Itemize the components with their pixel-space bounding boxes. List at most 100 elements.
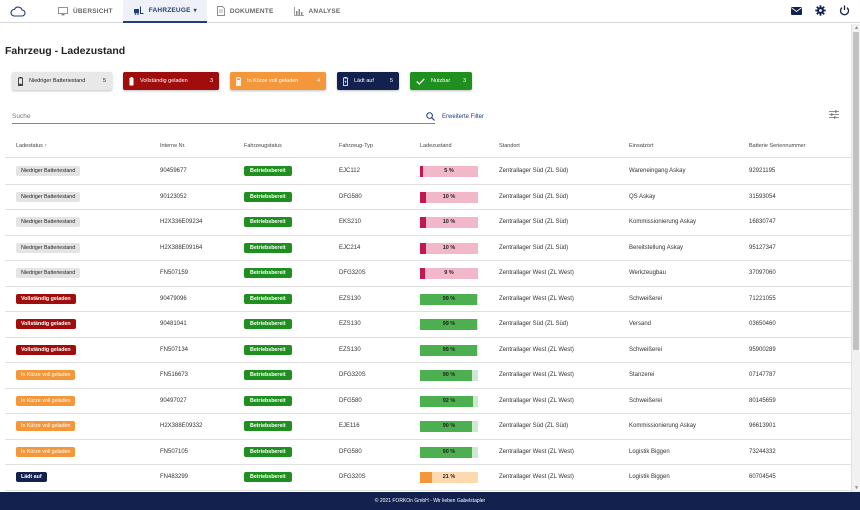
charge-status-badge: Niedriger Batteriestand	[16, 242, 81, 253]
power-icon[interactable]	[839, 5, 850, 16]
charge-level-fill	[420, 319, 478, 330]
charge-level-label: 10 %	[442, 219, 456, 225]
charge-status-badge: Niedriger Batteriestand	[16, 191, 81, 202]
header-standort[interactable]: Standort	[499, 143, 520, 149]
checkmark-icon	[416, 77, 425, 85]
deployment-site: Versand	[629, 321, 652, 327]
charge-level-fill	[420, 421, 473, 432]
table-row[interactable]: Niedriger Batteriestand 90123052 Betriebsb…	[5, 185, 851, 210]
charge-status-badge: In Kürze voll geladen	[16, 370, 76, 380]
battery-serial: 95900289	[749, 346, 776, 353]
battery-serial: 96613901	[749, 423, 776, 429]
filter-settings-icon[interactable]	[829, 110, 839, 119]
document-icon	[216, 6, 225, 16]
battery-serial: 73244332	[749, 448, 776, 455]
table-row[interactable]: Vollständig geladen FN507134 Betriebsberei…	[5, 338, 851, 363]
sort-asc-icon: ↑	[44, 143, 48, 149]
header-ladezustand[interactable]: Ladezustand	[420, 143, 452, 149]
vehicle-type: EZS130	[339, 295, 361, 302]
gear-icon[interactable]	[815, 5, 826, 16]
charge-level-label: 5 %	[444, 168, 454, 174]
header-einsatzort[interactable]: Einsatzort	[629, 143, 654, 149]
battery-serial: 95127347	[749, 244, 776, 251]
table-row[interactable]: In Kürze voll geladen FN516673 Betriebsber…	[5, 363, 851, 389]
header-fahrzeug-typ[interactable]: Fahrzeug-Typ	[339, 143, 373, 149]
advanced-filter-link[interactable]: Erweiterte Filter	[442, 114, 485, 120]
internal-number: H2X388E09332	[160, 423, 203, 429]
caret-down-icon: ▾	[193, 7, 197, 14]
battery-almost-full-icon	[236, 76, 241, 86]
table-row[interactable]: Niedriger Batteriestand FN507159 Betriebsb…	[5, 261, 851, 287]
table-header: Ladestatus ↑ Interne Nr. Fahrzeugstatus …	[5, 136, 851, 158]
mail-icon[interactable]	[791, 6, 802, 15]
header-fahrzeugstatus[interactable]: Fahrzeugstatus	[244, 143, 282, 149]
charge-level-bar: 90 %	[420, 421, 478, 432]
scroll-down-arrow-icon[interactable]: ▼	[854, 485, 859, 491]
charge-level-bar: 5 %	[420, 166, 478, 177]
charge-level-fill	[420, 293, 478, 305]
search-icon[interactable]	[426, 112, 435, 121]
tab-analyse[interactable]: ANALYSE	[284, 0, 351, 23]
table-row[interactable]: Niedriger Batteriestand 90459677 Betriebsb…	[5, 159, 851, 185]
internal-number: FN507134	[160, 346, 189, 353]
vehicle-type: EZS130	[339, 321, 361, 327]
charge-level-fill	[420, 217, 426, 228]
chip-count: 5	[102, 78, 106, 84]
header-batterie-seriennummer[interactable]: Batterie Seriennummer	[749, 143, 806, 149]
deployment-site: Kommissionierung Askay	[629, 219, 697, 225]
tab-fahrzeuge[interactable]: FAHRZEUGE ▾	[122, 0, 207, 23]
battery-serial: 03650460	[749, 321, 776, 327]
scroll-up-arrow-icon[interactable]: ▲	[854, 25, 859, 31]
table-row[interactable]: Niedriger Batteriestand H2X336E09234 Betri…	[5, 210, 851, 236]
tab-uebersicht[interactable]: ÜBERSICHT	[48, 0, 123, 23]
footer: © 2021 FORKOn GmbH - Wir lieben Gabelsta…	[0, 492, 860, 510]
chip-fully-charged[interactable]: Vollständig geladen 3	[123, 72, 219, 90]
chip-charging[interactable]: Lädt auf 5	[337, 72, 399, 90]
charge-level-fill	[420, 191, 426, 203]
internal-number: FN516673	[160, 372, 189, 378]
chip-soon-full[interactable]: In Kürze voll geladen 4	[230, 72, 326, 90]
charge-status-badge: Vollständig geladen	[16, 293, 76, 304]
table-row[interactable]: Vollständig geladen 90481041 Betriebsberei…	[5, 312, 851, 338]
scrollbar-thumb[interactable]	[853, 32, 859, 350]
table-row[interactable]: Niedriger Batteriestand H2X388E09164 Betri…	[5, 236, 851, 261]
internal-number: 90459677	[160, 168, 187, 174]
vertical-scrollbar[interactable]: ▲ ▼	[851, 24, 860, 492]
vehicle-type: DFG320S	[339, 474, 366, 480]
chip-low-battery[interactable]: Niedriger Batteriestand 5	[12, 72, 112, 90]
header-ladestatus[interactable]: Ladestatus ↑	[16, 143, 48, 149]
status-filter-chips: Niedriger Batteriestand 5 Vollständig ge…	[12, 72, 472, 90]
chip-usable[interactable]: Nutzbar 3	[410, 72, 472, 90]
table-row[interactable]: Lädt auf FN483299 Betriebsbereit DFG320S 21 …	[5, 465, 851, 491]
top-actions	[791, 5, 850, 16]
vehicle-status-badge: Betriebsbereit	[244, 166, 292, 176]
table-row[interactable]: In Kürze voll geladen FN507105 Betriebsber…	[5, 440, 851, 465]
monitor-icon	[58, 6, 68, 16]
search-input[interactable]: Suche	[12, 108, 435, 124]
charge-level-label: 90 %	[442, 372, 456, 378]
table-row[interactable]: Vollständig geladen 90479096 Betriebsberei…	[5, 287, 851, 312]
charge-level-label: 99 %	[442, 346, 456, 353]
vehicle-type: DFG320S	[339, 270, 366, 276]
header-interne-nr[interactable]: Interne Nr.	[160, 143, 186, 149]
tab-dokumente[interactable]: DOKUMENTE	[207, 0, 284, 23]
table-row[interactable]: In Kürze voll geladen 90497027 Betriebsber…	[5, 389, 851, 414]
deployment-site: Schweißerei	[629, 397, 663, 404]
chip-label: Vollständig geladen	[140, 78, 188, 84]
vehicle-type: DFG320S	[339, 372, 366, 378]
charge-level-label: 99 %	[442, 321, 456, 327]
charge-status-badge: Vollständig geladen	[16, 344, 76, 355]
internal-number: H2X388E09164	[160, 244, 203, 251]
battery-charging-icon	[343, 76, 348, 86]
vehicle-type: EJE116	[339, 423, 360, 429]
tab-label: FAHRZEUGE	[148, 6, 191, 14]
charge-level-label: 9 %	[444, 270, 454, 276]
table-row[interactable]: In Kürze voll geladen H2X388E09332 Betrieb…	[5, 414, 851, 440]
deployment-site: Logistik Biggen	[629, 448, 670, 455]
location: Zentrallager Süd (ZL Süd)	[499, 244, 569, 251]
charge-level-bar: 90 %	[420, 446, 478, 458]
page-title: Fahrzeug - Ladezustand	[5, 45, 126, 57]
chip-count: 4	[316, 78, 320, 84]
charge-level-label: 90 %	[442, 448, 456, 455]
cloud-logo-icon[interactable]	[10, 4, 30, 18]
